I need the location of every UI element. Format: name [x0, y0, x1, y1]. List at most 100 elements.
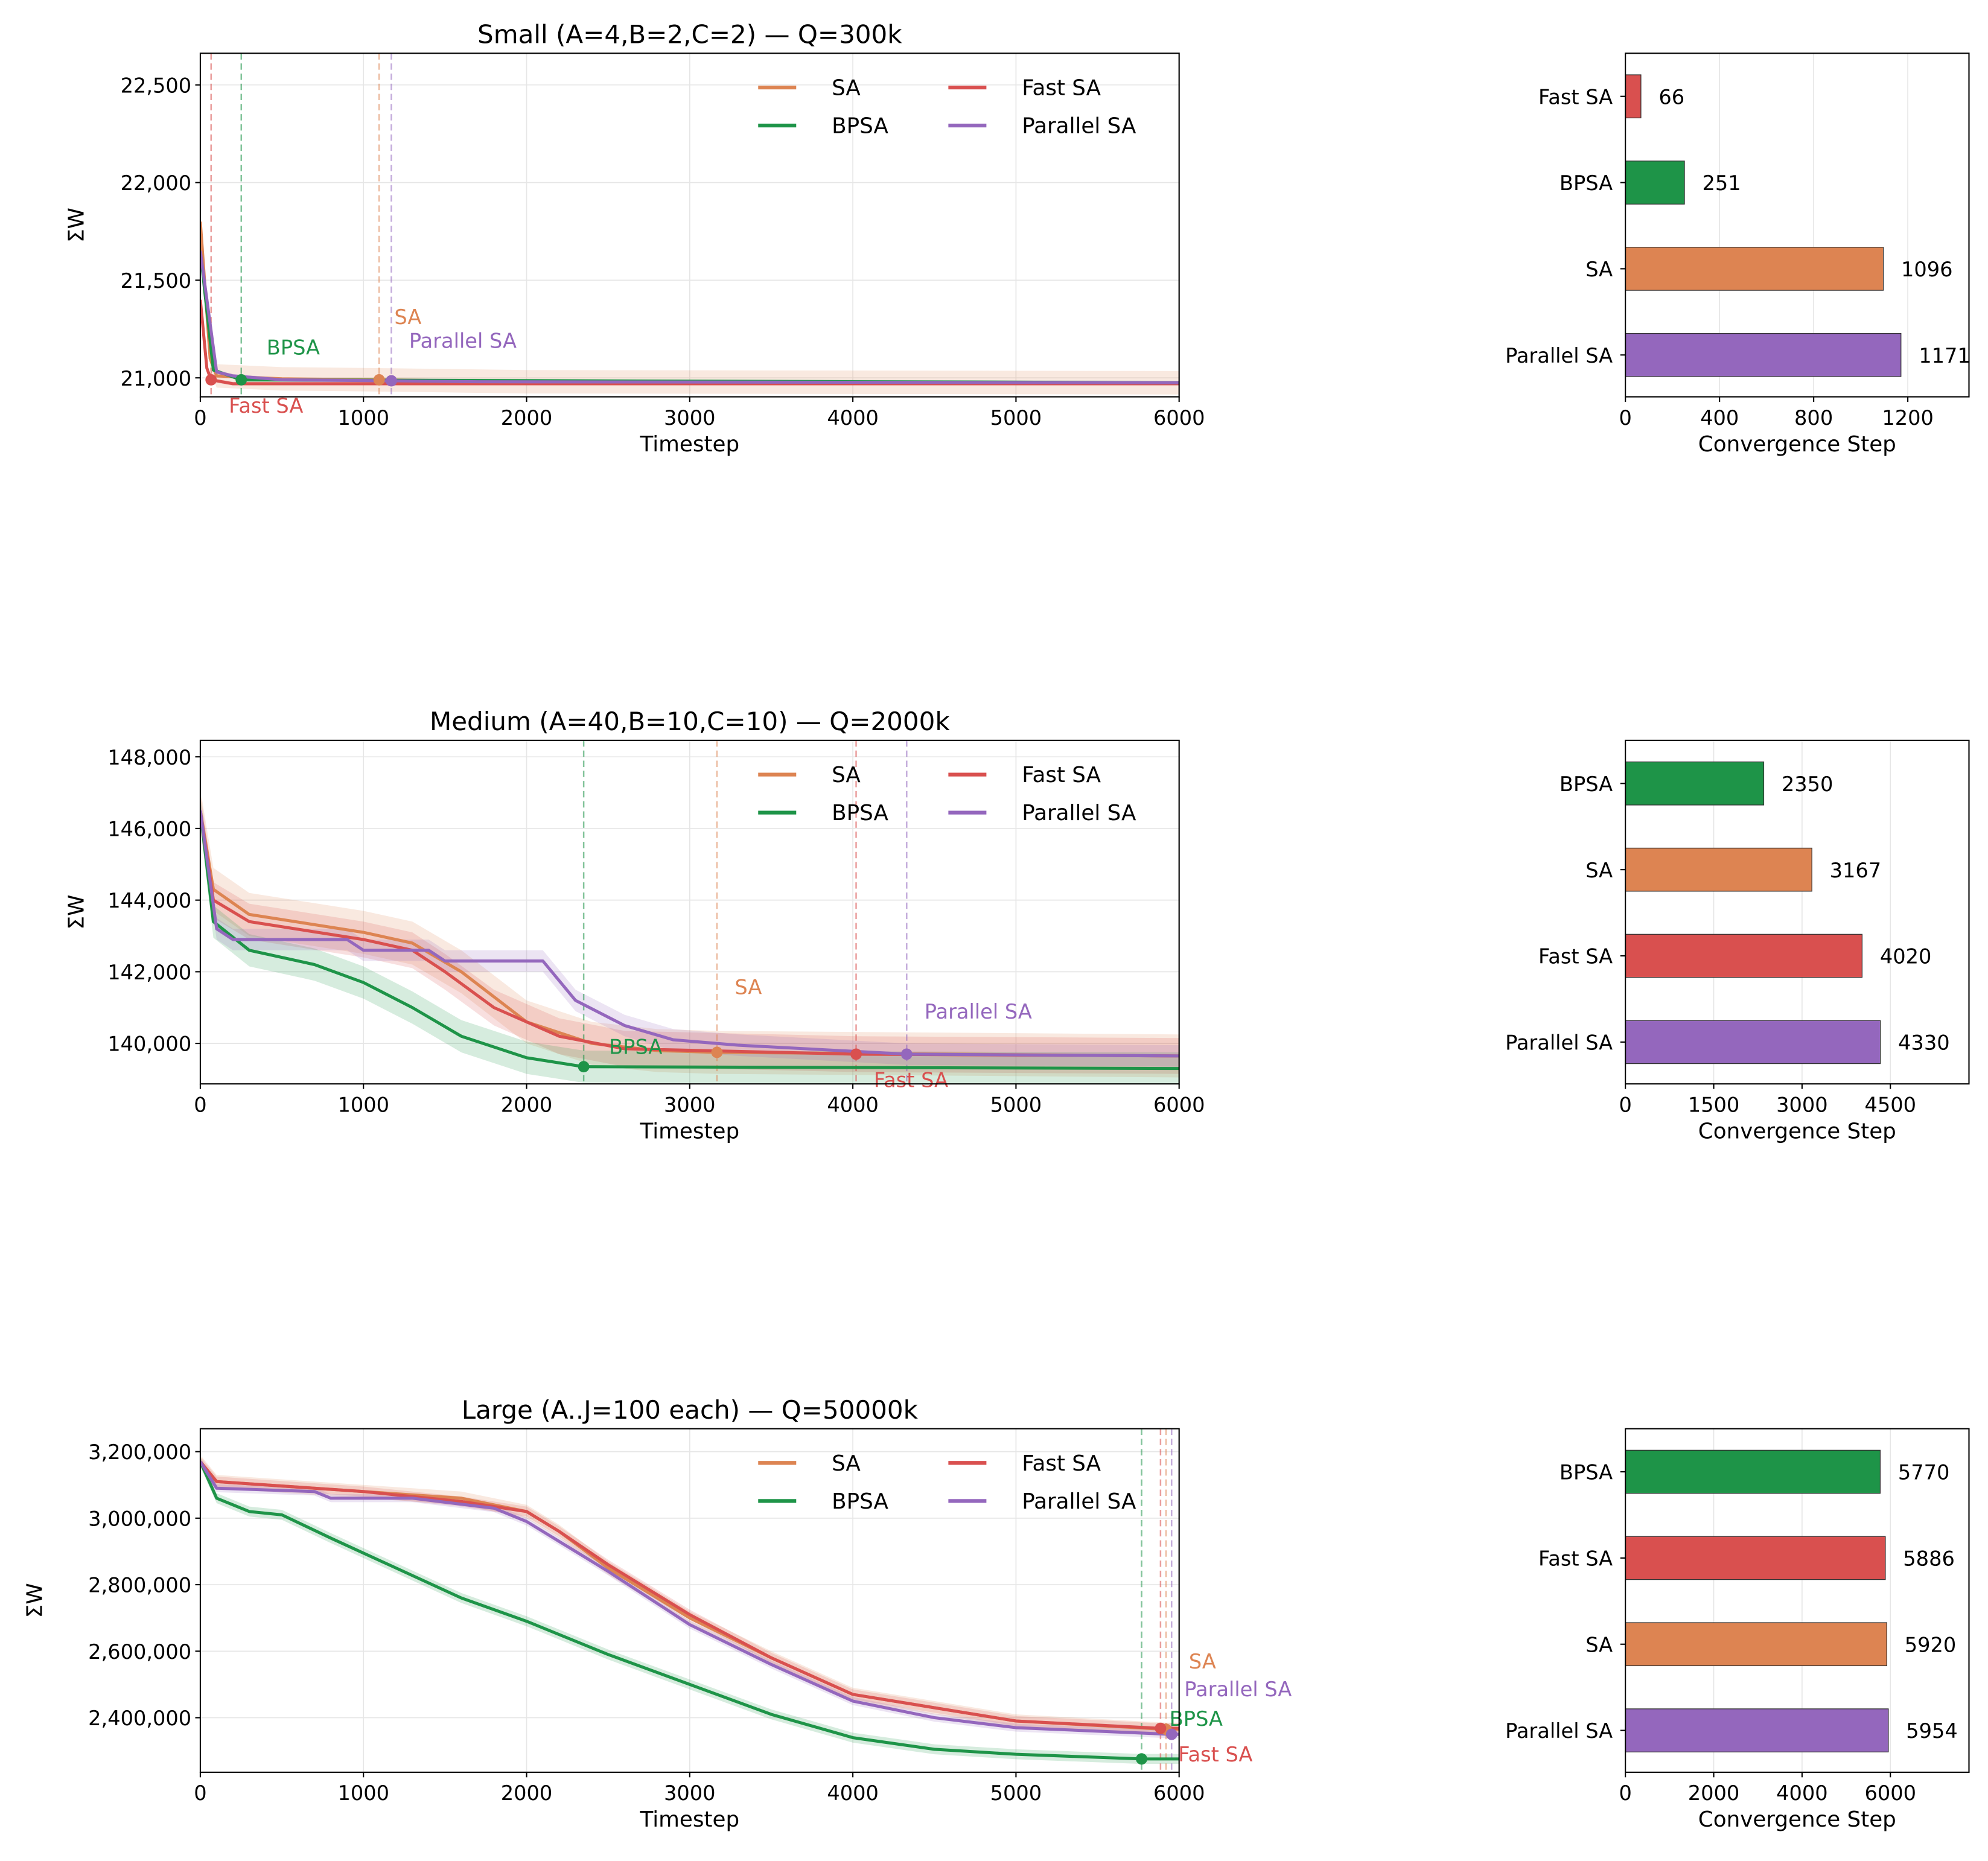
series-line-parallel-sa [200, 250, 1179, 384]
category-label: BPSA [1559, 1461, 1613, 1484]
convergence-marker [711, 1046, 723, 1058]
band-sa [200, 209, 1179, 395]
y-axis-label: ΣW [65, 208, 89, 243]
legend-label: Fast SA [1022, 1451, 1101, 1476]
y-tick-label: 21,500 [121, 269, 192, 293]
y-tick-label: 3,200,000 [88, 1440, 191, 1464]
legend: SA Fast SA BPSA Parallel SA [758, 1451, 1136, 1514]
x-tick-label: 5000 [990, 1093, 1042, 1116]
x-tick-label: 4000 [827, 1093, 879, 1116]
convergence-marker [373, 374, 385, 386]
bar-parallel-sa [1625, 332, 1902, 377]
value-label: 1096 [1901, 258, 1953, 281]
convergence-label: Fast SA [1178, 1743, 1252, 1766]
line-chart-3: SA Fast SA BPSA Parallel SA 0 1000 2000 3000 400… [22, 1395, 1292, 1832]
x-tick-label: 3000 [664, 1781, 716, 1805]
value-label: 251 [1702, 171, 1741, 195]
band-fast-sa [200, 792, 1179, 1074]
category-label: Fast SA [1538, 85, 1613, 109]
x-tick-label: 6000 [1153, 406, 1205, 430]
x-tick-label: 400 [1700, 406, 1739, 430]
convergence-marker [1165, 1728, 1177, 1740]
value-label: 4020 [1880, 945, 1932, 969]
bar-fast-sa [1625, 74, 1642, 119]
y-tick-label: 144,000 [107, 889, 191, 912]
convergence-marker [385, 375, 397, 387]
x-axis-label: Timestep [640, 1807, 740, 1832]
bar-chart-3: BPSA 5770 Fast SA 5886 SA 5920 Parallel SA 5954… [1505, 1428, 1970, 1832]
x-tick-label: 0 [194, 1781, 206, 1805]
y-tick-label: 22,500 [121, 74, 192, 97]
x-axis-label: Timestep [640, 1119, 740, 1144]
y-axis-label: ΣW [65, 895, 89, 930]
value-label: 5770 [1898, 1461, 1950, 1484]
series-line-bpsa [200, 810, 1179, 1070]
x-axis-label: Convergence Step [1698, 1119, 1896, 1144]
x-axis-label: Convergence Step [1698, 1807, 1896, 1832]
convergence-label: Fast SA [874, 1069, 948, 1092]
band-fast-sa [200, 1456, 1179, 1734]
x-tick-label: 3000 [664, 406, 716, 430]
legend-label: Fast SA [1022, 76, 1101, 101]
value-label: 2350 [1782, 772, 1833, 796]
band-bpsa [200, 794, 1179, 1084]
convergence-marker [1136, 1753, 1147, 1765]
category-label: Fast SA [1538, 945, 1613, 969]
series-line-parallel-sa [200, 810, 1179, 1058]
y-tick-label: 148,000 [107, 746, 191, 769]
y-tick-label: 3,000,000 [88, 1507, 191, 1530]
convergence-marker [205, 374, 217, 386]
legend-label: BPSA [832, 1489, 888, 1514]
chart-title: Large (A..J=100 each) — Q=50000k [462, 1395, 919, 1425]
value-label: 66 [1658, 85, 1684, 109]
x-tick-label: 1200 [1882, 406, 1934, 430]
bar-fast-sa [1625, 1536, 1886, 1580]
category-label: BPSA [1559, 171, 1613, 195]
convergence-label: Parallel SA [409, 329, 517, 352]
x-tick-label: 4000 [827, 1781, 879, 1805]
bar-bpsa [1625, 761, 1765, 806]
category-label: Parallel SA [1505, 1031, 1613, 1054]
x-tick-label: 5000 [990, 406, 1042, 430]
value-label: 1171 [1919, 344, 1970, 367]
legend-label: BPSA [832, 114, 888, 139]
band-sa [200, 1455, 1179, 1736]
y-tick-label: 22,000 [121, 171, 192, 195]
y-tick-label: 146,000 [107, 818, 191, 841]
x-axis-label: Convergence Step [1698, 432, 1896, 457]
legend-label: Parallel SA [1022, 801, 1136, 826]
y-tick-label: 142,000 [107, 961, 191, 984]
legend: SA Fast SA BPSA Parallel SA [758, 76, 1136, 139]
x-tick-label: 0 [1619, 1093, 1631, 1116]
category-label: BPSA [1559, 772, 1613, 796]
convergence-label: SA [394, 305, 421, 329]
convergence-marker [235, 374, 247, 386]
x-tick-label: 2000 [501, 406, 553, 430]
convergence-label: Parallel SA [925, 1000, 1032, 1023]
value-label: 5920 [1905, 1633, 1957, 1656]
x-tick-label: 0 [194, 1093, 206, 1116]
convergence-marker [578, 1061, 590, 1073]
x-tick-label: 4000 [827, 406, 879, 430]
axes-frame [1625, 739, 1970, 1085]
bar-parallel-sa [1625, 1708, 1889, 1752]
x-tick-label: 0 [1619, 406, 1631, 430]
series-line-bpsa [200, 1461, 1179, 1761]
x-axis-label: Timestep [640, 432, 740, 457]
category-label: SA [1585, 258, 1613, 281]
x-tick-label: 1500 [1688, 1093, 1740, 1116]
x-tick-label: 0 [194, 406, 206, 430]
convergence-label: Parallel SA [1184, 1678, 1292, 1701]
bar-sa [1625, 247, 1884, 291]
bar-sa [1625, 847, 1812, 892]
line-chart-2: SA Fast SA BPSA Parallel SA 0 1000 2000 3000 400… [65, 707, 1205, 1144]
plot-area [200, 1428, 1179, 1772]
plot-area [200, 740, 1179, 1084]
x-tick-label: 2000 [501, 1781, 553, 1805]
axes-frame [1625, 1428, 1970, 1773]
convergence-marker [900, 1048, 913, 1060]
x-tick-label: 5000 [990, 1781, 1042, 1805]
x-tick-label: 3000 [664, 1093, 716, 1116]
value-label: 3167 [1830, 859, 1882, 882]
